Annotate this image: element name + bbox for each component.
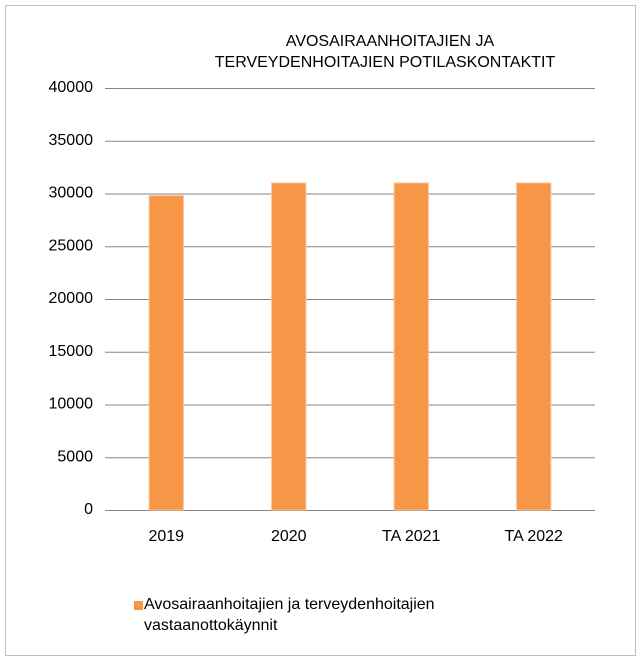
y-tick-label: 35000 <box>49 132 94 149</box>
y-tick-label: 30000 <box>49 185 94 202</box>
chart-title: TERVEYDENHOITAJIEN POTILASKONTAKTIT <box>215 54 556 71</box>
y-tick-label: 25000 <box>49 237 94 254</box>
bar <box>148 195 184 511</box>
legend-label: Avosairaanhoitajien ja terveydenhoitajie… <box>144 596 435 634</box>
bar <box>393 182 429 511</box>
y-tick-label: 0 <box>84 501 93 518</box>
bar <box>271 182 307 511</box>
legend-swatch <box>134 601 143 610</box>
bar <box>516 182 552 511</box>
y-tick-label: 40000 <box>49 79 94 96</box>
x-tick-label: TA 2022 <box>505 528 564 545</box>
x-tick-label: 2020 <box>271 528 307 545</box>
y-tick-label: 10000 <box>49 396 94 413</box>
x-tick-label: TA 2021 <box>382 528 441 545</box>
legend-entry: Avosairaanhoitajien ja terveydenhoitajie… <box>144 596 435 634</box>
y-tick-label: 15000 <box>49 343 94 360</box>
chart-title: AVOSAIRAANHOITAJIEN JA <box>286 33 495 50</box>
x-tick-label: 2019 <box>148 528 184 545</box>
y-tick-label: 5000 <box>57 448 93 465</box>
y-tick-label: 20000 <box>49 290 94 307</box>
